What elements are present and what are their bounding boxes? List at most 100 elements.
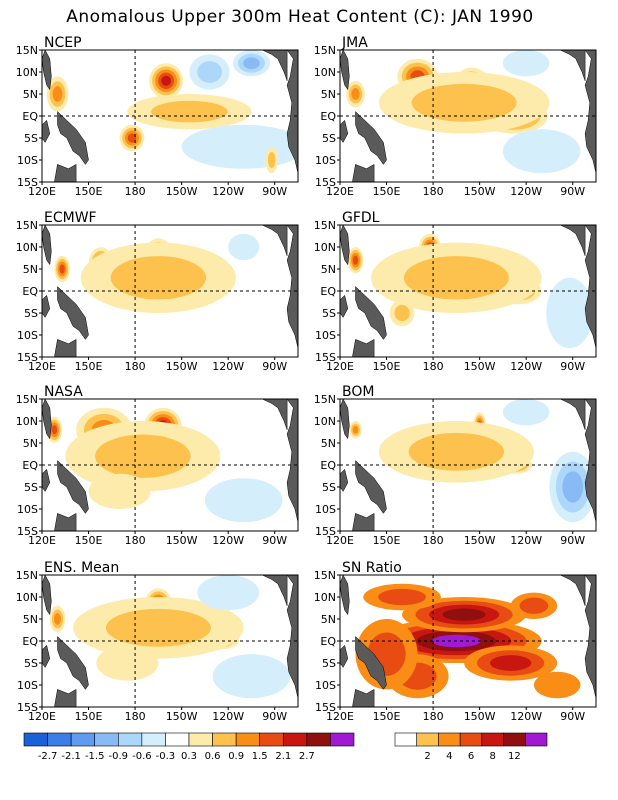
x-tick-label: 120E bbox=[326, 185, 354, 198]
field-contour bbox=[197, 575, 260, 611]
x-tick-label: 150W bbox=[166, 360, 198, 373]
x-tick-label: 150W bbox=[464, 710, 496, 723]
x-tick-label: 120W bbox=[510, 710, 542, 723]
x-tick-label: 120W bbox=[212, 185, 244, 198]
y-tick-label: 5N bbox=[23, 88, 38, 101]
y-tick-label: 15S bbox=[315, 176, 336, 189]
y-tick-label: 5N bbox=[23, 437, 38, 450]
y-tick-label: 15S bbox=[17, 351, 38, 364]
field-contour bbox=[51, 425, 58, 435]
field-contour bbox=[378, 588, 426, 606]
x-tick-label: 150E bbox=[75, 185, 103, 198]
x-tick-label: 120W bbox=[212, 360, 244, 373]
field-contour bbox=[151, 100, 228, 123]
field-contour bbox=[161, 75, 171, 86]
colorbar-swatch bbox=[416, 732, 439, 747]
field-contour bbox=[562, 471, 584, 503]
land bbox=[286, 399, 298, 531]
y-tick-label: 15N bbox=[16, 393, 38, 406]
field bbox=[42, 399, 298, 531]
y-tick-label: 15N bbox=[314, 569, 336, 582]
colorbar-swatch bbox=[117, 732, 143, 747]
field-contour bbox=[352, 425, 359, 434]
y-tick-label: 10S bbox=[315, 154, 336, 167]
field-contour bbox=[519, 597, 549, 614]
y-tick-label: 15N bbox=[16, 219, 38, 232]
x-tick-label: 90W bbox=[262, 185, 287, 198]
panel-6: BOM 120E 150E 180 150W 120W 90W 15N 10N 5N EQ 5S 10S… bbox=[314, 384, 597, 547]
land bbox=[262, 575, 288, 606]
land bbox=[584, 399, 596, 531]
field-contour bbox=[411, 83, 517, 122]
land bbox=[262, 225, 288, 256]
x-tick-label: 150E bbox=[75, 360, 103, 373]
y-tick-label: EQ bbox=[22, 459, 38, 472]
field-contour bbox=[54, 613, 61, 625]
y-tick-label: 5N bbox=[321, 88, 336, 101]
panel-4: GFDL 120E 150E 180 150W 120W 90W 15N 10N 5N EQ 5S 10… bbox=[314, 210, 597, 373]
land bbox=[54, 163, 77, 182]
field-contour bbox=[197, 61, 222, 83]
x-tick-label: 180 bbox=[423, 710, 444, 723]
x-tick-label: 90W bbox=[262, 710, 287, 723]
x-tick-label: 180 bbox=[125, 534, 146, 547]
anomaly-colorbar: -2.7 -2.1 -1.5 -0.9 -0.6 -0.3 0.3 0.6 0.9 1.5 2.1 2… bbox=[23, 732, 355, 762]
field-contour bbox=[88, 473, 151, 509]
land bbox=[340, 294, 349, 318]
y-tick-label: 5S bbox=[322, 657, 336, 670]
field-contour bbox=[204, 478, 283, 523]
colorbar-swatch bbox=[188, 732, 213, 747]
field-contour bbox=[403, 256, 509, 300]
x-tick-label: 120E bbox=[28, 710, 56, 723]
field-contour bbox=[212, 654, 291, 699]
colorbar-swatch bbox=[459, 732, 483, 747]
panel-title: ECMWF bbox=[44, 210, 97, 226]
colorbar-label: -0.9 bbox=[109, 751, 129, 762]
land bbox=[57, 111, 89, 165]
field-contour bbox=[96, 645, 159, 681]
colorbar-label: 2.7 bbox=[299, 751, 315, 762]
field-contour bbox=[95, 434, 191, 478]
x-tick-label: 180 bbox=[423, 185, 444, 198]
colorbar-swatch bbox=[481, 732, 504, 747]
colorbar-label: 2.1 bbox=[275, 751, 291, 762]
colorbar-label: 6 bbox=[468, 751, 474, 762]
field-contour bbox=[394, 304, 410, 322]
colorbar-label: 0.6 bbox=[205, 751, 221, 762]
x-tick-label: 90W bbox=[560, 534, 585, 547]
y-tick-label: 5N bbox=[321, 437, 336, 450]
y-tick-label: 10N bbox=[314, 591, 336, 604]
y-tick-label: 15S bbox=[315, 525, 336, 538]
colorbar-label: -1.5 bbox=[85, 751, 105, 762]
x-tick-label: 120W bbox=[510, 534, 542, 547]
colorbar-label: 12 bbox=[508, 751, 521, 762]
y-tick-label: 10N bbox=[16, 415, 38, 428]
panel-3: ECMWF 120E 150E 180 150W 120W 90W 15N 10N 5N EQ 5S 1… bbox=[16, 210, 299, 373]
land bbox=[584, 575, 596, 707]
field-contour bbox=[351, 88, 360, 100]
field-contour bbox=[127, 133, 137, 143]
land bbox=[355, 636, 387, 690]
land bbox=[340, 119, 349, 143]
panel-title: NCEP bbox=[44, 35, 82, 51]
x-tick-label: 120E bbox=[28, 360, 56, 373]
colorbar-swatch bbox=[23, 732, 48, 747]
x-tick-label: 180 bbox=[125, 360, 146, 373]
y-tick-label: 5N bbox=[321, 613, 336, 626]
x-tick-label: 90W bbox=[560, 185, 585, 198]
panel-2: JMA 120E 150E 180 150W 120W 90W 15N 10N 5N EQ 5S 10S… bbox=[314, 35, 597, 198]
land bbox=[262, 50, 288, 81]
x-tick-label: 150W bbox=[464, 360, 496, 373]
land bbox=[560, 225, 586, 256]
colorbar-swatch bbox=[438, 732, 461, 747]
panel-7: ENS. Mean 120E 150E 180 150W 120W 90W 15N 10N 5N E… bbox=[16, 560, 299, 723]
y-tick-label: 15S bbox=[17, 701, 38, 714]
land bbox=[42, 119, 51, 143]
x-tick-label: 150W bbox=[166, 710, 198, 723]
land bbox=[340, 468, 349, 492]
colorbar-swatch bbox=[330, 732, 355, 747]
x-tick-label: 120E bbox=[326, 710, 354, 723]
field-contour bbox=[105, 608, 211, 647]
colorbar-swatch bbox=[282, 732, 308, 747]
land bbox=[286, 50, 298, 182]
